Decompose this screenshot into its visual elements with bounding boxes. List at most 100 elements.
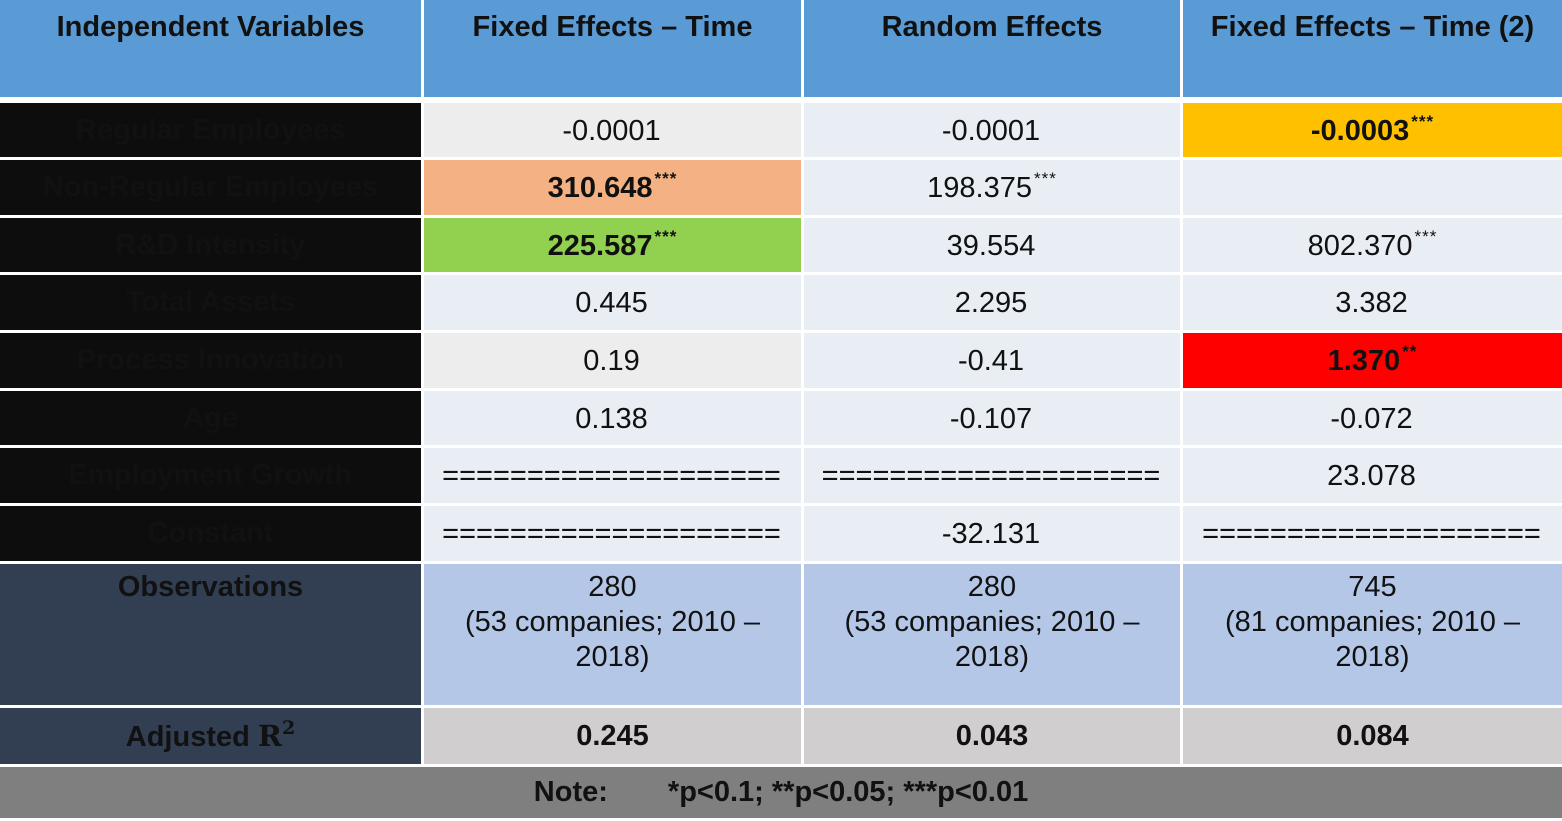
cell-fe-time-2: 1.370 ** [1183,333,1562,391]
table-row-rd-intensity: R&D Intensity 225.587 *** 39.554 802.370 *… [0,218,1562,275]
table-row-employment-growth: Employment Growth ==================== =… [0,448,1562,506]
significance-stars: *** [1033,169,1057,189]
adjusted-label-text: Adjusted [125,721,258,754]
cell-fe-time: 310.648 *** [424,160,804,218]
significance-stars: *** [654,169,678,189]
observation-detail: 2018) [575,640,650,673]
row-label: Process Innovation [0,333,424,391]
note-label: Note: [533,776,608,809]
cell-fe-time-2: 23.078 [1183,448,1562,506]
cell-value: -32.131 [941,518,1041,551]
significance-stars: *** [1414,226,1438,246]
header-independent-variables: Independent Variables [0,0,424,103]
cell-fe-time-2: 802.370 *** [1183,218,1562,275]
cell-fe-time: 0.138 [424,391,804,448]
cell-value: 1.370 [1327,345,1401,378]
row-label: Adjusted R2 [0,708,424,767]
row-label: Constant [0,506,424,564]
row-label: Non-Regular Employees [0,160,424,218]
row-label: R&D Intensity [0,218,424,275]
table-row-total-assets: Total Assets 0.445 2.295 3.382 [0,275,1562,333]
cell-value: 310.648 [547,172,653,205]
cell-value: -0.0001 [941,114,1041,147]
cell-r2-random-effects: 0.043 [804,708,1183,767]
cell-value: ==================== [442,460,781,493]
cell-fe-time-2: ==================== [1183,506,1562,564]
cell-fe-time-2: -0.072 [1183,391,1562,448]
header-random-effects: Random Effects [804,0,1183,103]
cell-random-effects: 198.375 *** [804,160,1183,218]
cell-value: 0.19 [583,345,640,378]
cell-fe-time: 0.19 [424,333,804,391]
table-row-adjusted-r2: Adjusted R2 0.245 0.043 0.084 [0,708,1562,767]
cell-value: 198.375 [927,172,1032,205]
table-row-observations: Observations 280 (53 companies; 2010 – 2… [0,564,1562,708]
note-cell: Note: *p<0.1; **p<0.05; ***p<0.01 [0,767,1562,821]
cell-value: -0.107 [949,402,1033,435]
cell-value: 3.382 [1335,287,1408,320]
cell-observations-random-effects: 280 (53 companies; 2010 – 2018) [804,564,1183,708]
cell-fe-time-2: 3.382 [1183,275,1562,333]
cell-observations-fe-time: 280 (53 companies; 2010 – 2018) [424,564,804,708]
observation-detail: 2018) [1335,640,1410,673]
cell-value: 23.078 [1327,460,1416,493]
significance-stars: *** [654,226,678,246]
row-label: Observations [0,564,424,708]
cell-r2-fe-time-2: 0.084 [1183,708,1562,767]
observation-detail: (81 companies; 2010 – [1224,605,1521,638]
cell-value: -0.072 [1330,402,1413,435]
cell-fe-time-2 [1183,160,1562,218]
cell-value: -0.0001 [562,114,661,147]
table-row-non-regular-employees: Non-Regular Employees 310.648 *** 198.375… [0,160,1562,218]
cell-random-effects: -32.131 [804,506,1183,564]
cell-random-effects: ==================== [804,448,1183,506]
cell-value: 802.370 [1307,229,1413,262]
cell-value: -0.41 [957,345,1025,378]
header-fixed-effects-time: Fixed Effects – Time [424,0,804,103]
table-row-process-innovation: Process Innovation 0.19 -0.41 1.370 ** [0,333,1562,391]
cell-observations-fe-time-2: 745 (81 companies; 2010 – 2018) [1183,564,1562,708]
r-symbol: R [257,719,282,754]
table-row-regular-employees: Regular Employees -0.0001 -0.0001 -0.000… [0,103,1562,160]
cell-random-effects: -0.0001 [804,103,1183,160]
cell-value: 0.138 [575,402,648,435]
observation-count: 280 [967,571,1017,603]
cell-random-effects: 2.295 [804,275,1183,333]
cell-random-effects: -0.107 [804,391,1183,448]
note-row: Note: *p<0.1; **p<0.05; ***p<0.01 [0,767,1562,821]
cell-fe-time: ==================== [424,448,804,506]
cell-fe-time: 0.445 [424,275,804,333]
cell-random-effects: -0.41 [804,333,1183,391]
note-text: *p<0.1; **p<0.05; ***p<0.01 [667,776,1029,809]
cell-fe-time: -0.0001 [424,103,804,160]
cell-value: 0.445 [575,287,648,320]
table-row-constant: Constant ==================== -32.131 ==… [0,506,1562,564]
cell-fe-time: ==================== [424,506,804,564]
significance-stars: ** [1402,342,1418,362]
cell-r2-fe-time: 0.245 [424,708,804,767]
row-label: Regular Employees [0,103,424,160]
observation-detail: 2018) [954,640,1030,673]
row-label: Total Assets [0,275,424,333]
r-superscript: 2 [282,717,296,740]
table-row-age: Age 0.138 -0.107 -0.072 [0,391,1562,448]
cell-value: ==================== [1202,518,1541,551]
row-label: Age [0,391,424,448]
row-label: Employment Growth [0,448,424,506]
cell-fe-time: 225.587 *** [424,218,804,275]
cell-value: 225.587 [547,229,653,262]
cell-random-effects: 39.554 [804,218,1183,275]
observation-count: 280 [588,571,637,603]
cell-fe-time-2: -0.0003 *** [1183,103,1562,160]
cell-value: -0.0003 [1310,114,1410,147]
observation-count: 745 [1348,571,1397,603]
cell-value: 2.295 [954,287,1028,320]
observation-detail: (53 companies; 2010 – [464,605,761,638]
significance-stars: *** [1411,111,1435,131]
header-fixed-effects-time-2: Fixed Effects – Time (2) [1183,0,1562,103]
cell-value: ==================== [821,460,1161,493]
cell-value: ==================== [442,518,781,551]
cell-value: 39.554 [946,229,1036,262]
observation-detail: (53 companies; 2010 – [844,605,1140,638]
